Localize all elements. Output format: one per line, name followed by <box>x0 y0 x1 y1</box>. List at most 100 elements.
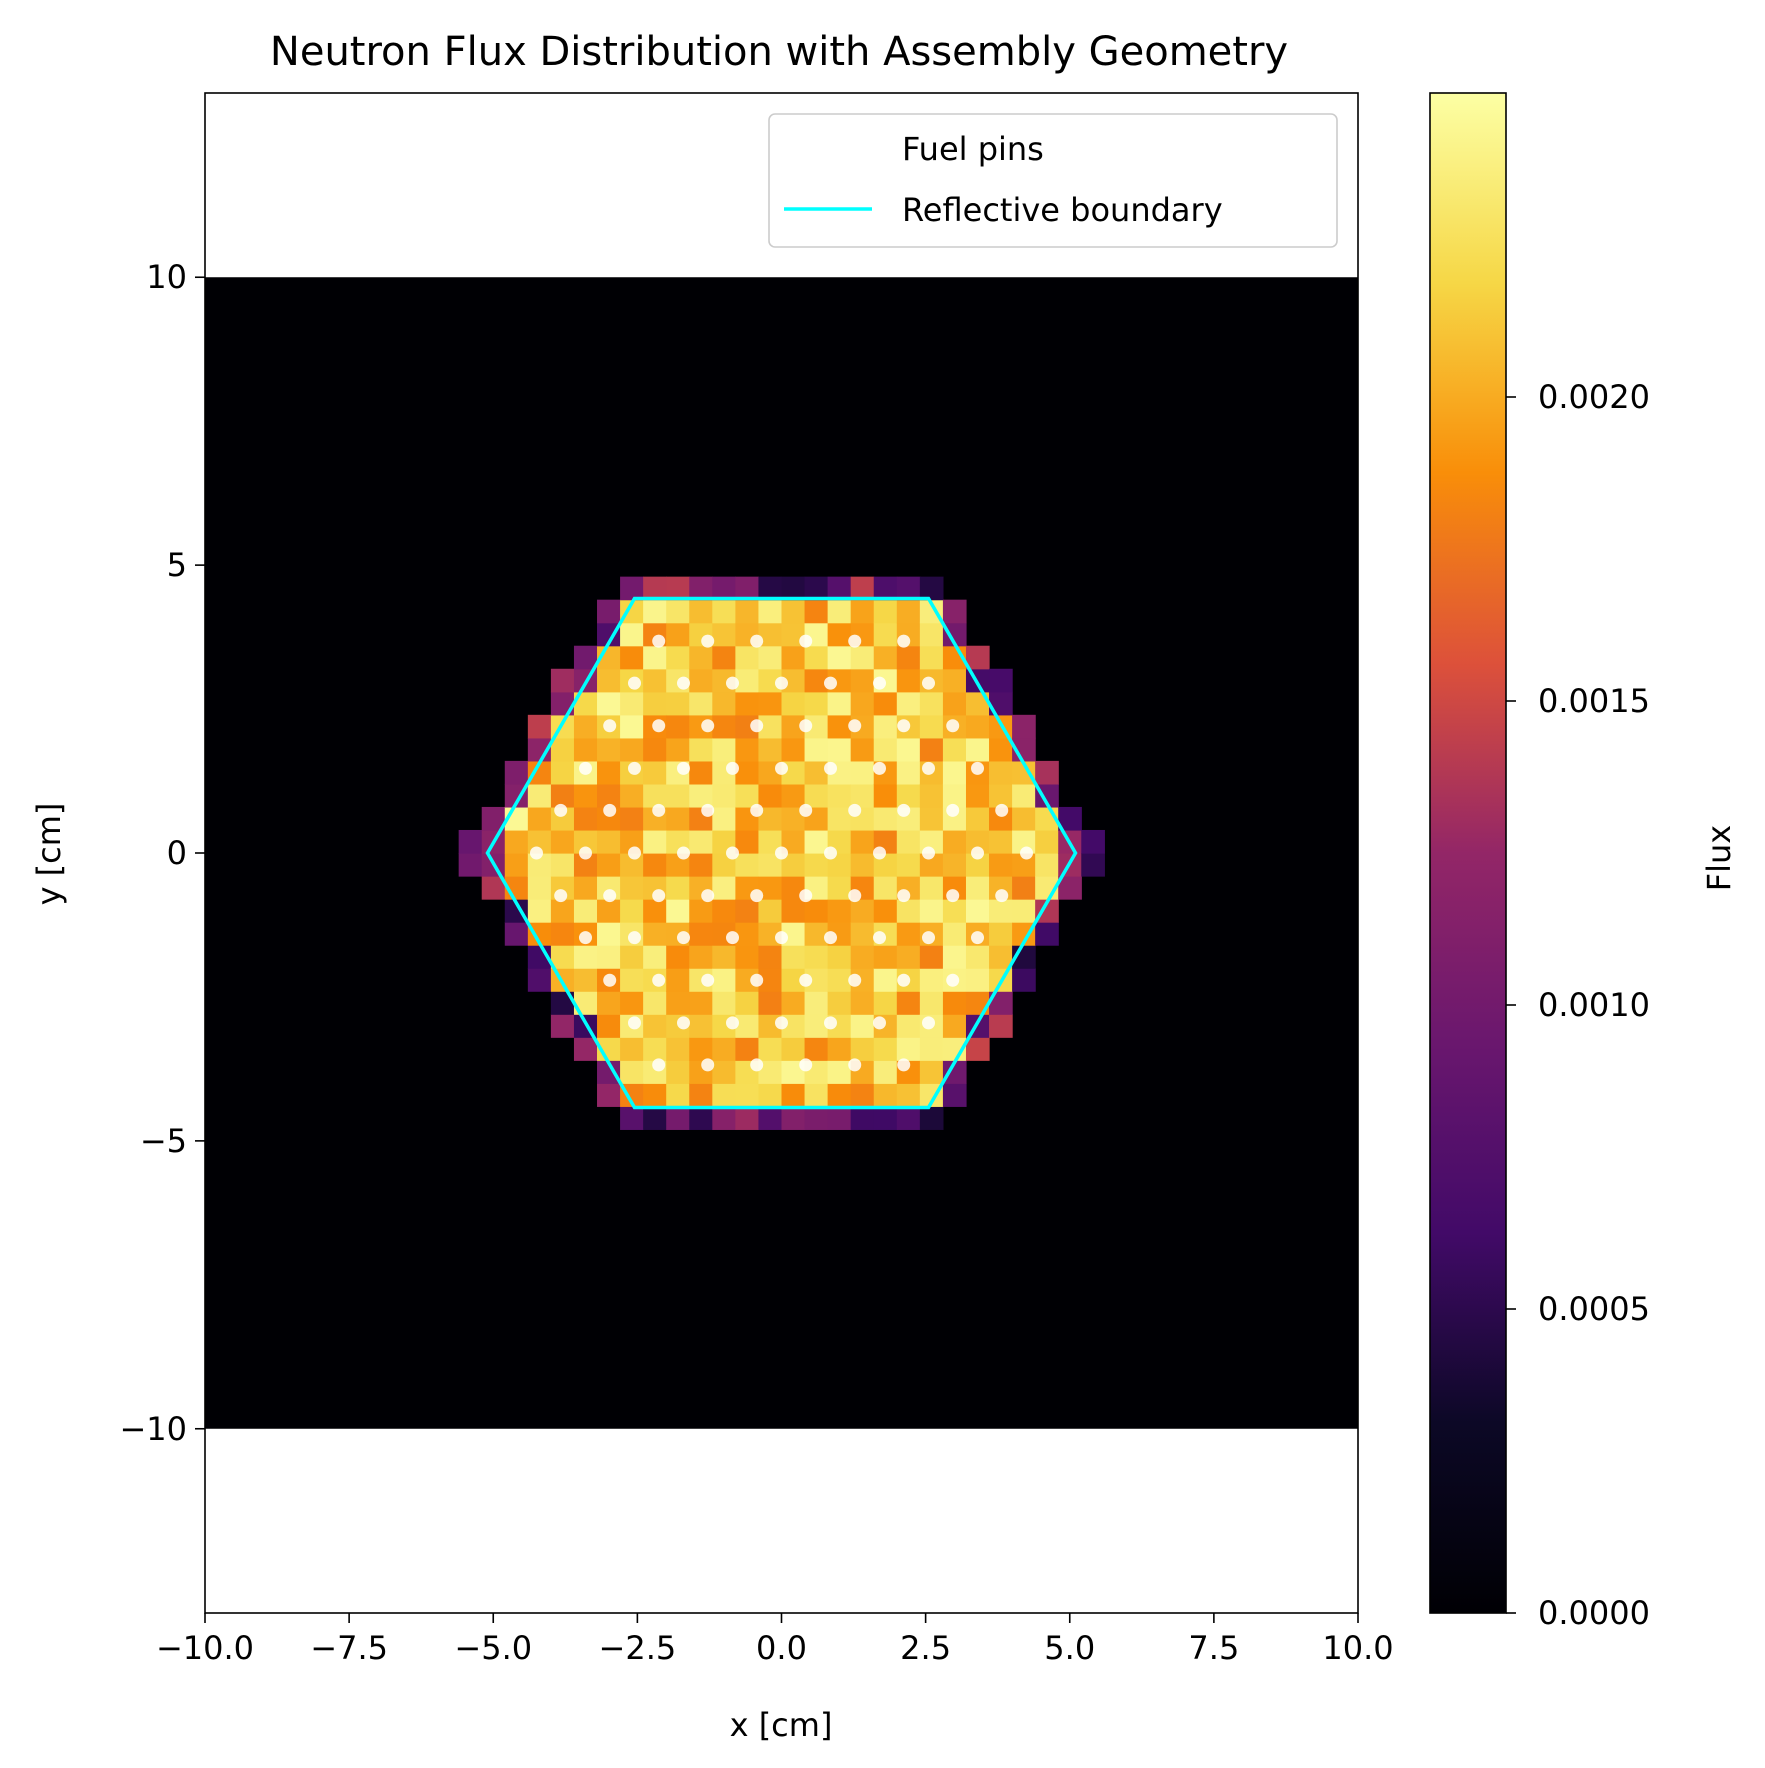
fuel-pin <box>897 719 911 733</box>
heatmap-cell <box>873 876 898 900</box>
heatmap-cell <box>989 691 1013 716</box>
fuel-pin <box>897 634 911 648</box>
fuel-pin <box>578 846 592 860</box>
heatmap-cell <box>1012 899 1036 923</box>
heatmap-cell <box>804 645 829 670</box>
heatmap-cell <box>942 1083 967 1107</box>
heatmap-cell <box>873 968 898 992</box>
heatmap-cell <box>942 922 967 946</box>
heatmap-cell <box>758 691 783 716</box>
heatmap-cell <box>965 853 990 877</box>
heatmap-cell <box>643 737 667 762</box>
heatmap-cell <box>597 1083 621 1107</box>
heatmap-cell <box>689 783 713 808</box>
fuel-pin <box>701 803 715 817</box>
fuel-pin <box>946 719 960 733</box>
heatmap-cell <box>804 945 829 969</box>
heatmap-cell <box>758 899 783 923</box>
heatmap-cell <box>781 899 806 923</box>
fuel-pin <box>627 1016 641 1030</box>
heatmap-cell <box>989 1014 1013 1038</box>
heatmap-cell <box>989 783 1013 808</box>
heatmap-cell <box>666 622 690 647</box>
fuel-pin <box>897 803 911 817</box>
fuel-pin <box>922 1016 936 1030</box>
heatmap-cell <box>804 922 829 946</box>
heatmap-cell <box>550 760 575 785</box>
heatmap-cell <box>620 945 644 969</box>
heatmap-cell <box>597 899 621 923</box>
heatmap-cell <box>666 1083 690 1107</box>
fuel-pin <box>554 889 568 903</box>
heatmap-cell <box>666 1037 690 1061</box>
heatmap-cell <box>850 1083 875 1107</box>
heatmap-cell <box>827 783 852 808</box>
heatmap-cell <box>919 853 944 877</box>
heatmap-cell <box>804 599 829 624</box>
heatmap-cell <box>666 991 690 1015</box>
fuel-pin <box>750 634 764 648</box>
fuel-pin <box>799 634 813 648</box>
fuel-pin <box>701 1058 715 1072</box>
heatmap-cell <box>827 853 852 877</box>
fuel-pin <box>824 1016 838 1030</box>
fuel-pin <box>750 1058 764 1072</box>
heatmap-cell <box>735 576 760 601</box>
fuel-pin <box>725 1016 739 1030</box>
heatmap-cell <box>919 806 944 831</box>
heatmap-cell <box>643 691 667 716</box>
heatmap-cell <box>735 599 760 624</box>
heatmap-cell <box>1081 853 1105 877</box>
heatmap-cell <box>735 991 760 1015</box>
fuel-pin <box>824 931 838 945</box>
fuel-pin <box>824 761 838 775</box>
colorbar-tick-label: 0.0020 <box>1538 378 1650 416</box>
heatmap-cell <box>666 899 690 923</box>
heatmap-cell <box>689 668 713 693</box>
heatmap-cell <box>573 968 598 992</box>
heatmap-cell <box>873 622 898 647</box>
heatmap-cell <box>827 991 852 1015</box>
heatmap-cell <box>712 1037 736 1061</box>
heatmap-cell <box>804 691 829 716</box>
heatmap-cell <box>758 1060 783 1084</box>
heatmap-cell <box>666 968 690 992</box>
heatmap-cell <box>919 991 944 1015</box>
fuel-pin <box>848 1058 862 1072</box>
heatmap-cell <box>873 1083 898 1107</box>
heatmap-cell <box>781 968 806 992</box>
heatmap-cell <box>965 737 990 762</box>
fuel-pin <box>971 846 985 860</box>
heatmap-cell <box>527 760 552 785</box>
fuel-pin <box>775 676 788 690</box>
heatmap-cell <box>620 991 644 1015</box>
heatmap-cell <box>896 576 921 601</box>
heatmap-cell <box>550 737 575 762</box>
heatmap-cell <box>597 922 621 946</box>
fuel-pin <box>922 846 936 860</box>
heatmap-cell <box>758 945 783 969</box>
heatmap-cell <box>850 991 875 1015</box>
heatmap-cell <box>1035 899 1059 923</box>
fuel-pin <box>676 931 690 945</box>
heatmap-cell <box>620 1037 644 1061</box>
heatmap-cell <box>597 991 621 1015</box>
heatmap-cell <box>689 599 713 624</box>
heatmap-cell <box>597 783 621 808</box>
heatmap-cell <box>873 691 898 716</box>
heatmap-cell <box>873 1037 898 1061</box>
fuel-pin <box>775 846 788 860</box>
fuel-pin <box>848 803 862 817</box>
fuel-pin <box>799 803 813 817</box>
heatmap-cell <box>850 829 875 854</box>
heatmap-cell <box>919 622 944 647</box>
heatmap-cell <box>620 968 644 992</box>
heatmap-cell <box>643 760 667 785</box>
heatmap-cell <box>919 691 944 716</box>
heatmap-cell <box>965 945 990 969</box>
heatmap-cell <box>620 714 644 739</box>
heatmap-cell <box>989 829 1013 854</box>
heatmap-cell <box>597 945 621 969</box>
heatmap-cell <box>712 945 736 969</box>
